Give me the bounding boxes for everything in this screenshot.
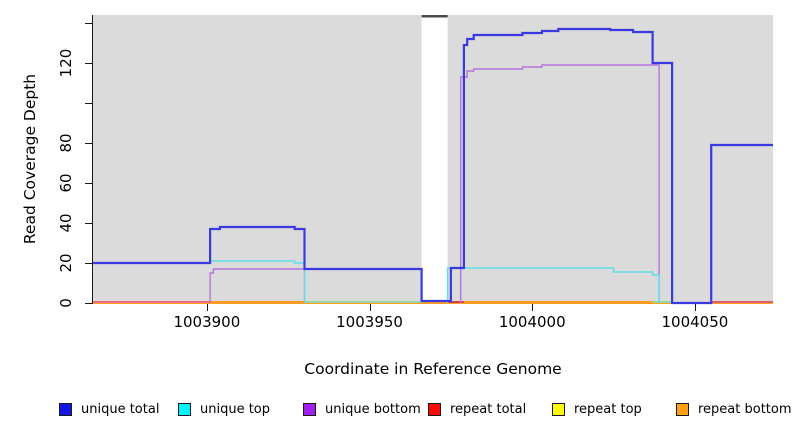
legend-item-unique-bottom: unique bottom [303,399,421,419]
legend-label: repeat bottom [698,401,792,417]
x-tick-label-1003900: 1003900 [173,313,241,331]
x-tick-1004000 [532,304,534,311]
legend-swatch-icon [676,402,689,416]
legend-swatch-icon [303,402,316,416]
x-tick-1004050 [694,304,696,311]
legend-item-repeat-bottom: repeat bottom [676,399,792,419]
x-tick-label-1004000: 1004000 [498,313,566,331]
coverage-chart [93,14,773,305]
y-tick-20 [85,263,92,264]
y-tick-60 [85,183,92,184]
y-tick-100 [85,103,92,104]
legend-swatch-icon [59,402,72,416]
legend-item-unique-total: unique total [59,399,159,419]
y-tick-40 [85,223,92,224]
legend-item-repeat-top: repeat top [552,399,642,419]
series-unique-bottom [460,64,660,303]
series-unique-top [93,260,306,303]
y-axis-line [92,15,93,304]
y-tick-0 [85,303,92,304]
legend-label: repeat top [574,401,642,417]
legend-label: unique total [81,401,160,417]
y-tick-140 [85,23,92,24]
series-unique-bottom [209,268,306,303]
y-tick-120 [85,63,92,64]
legend-swatch-icon [552,402,565,416]
x-tick-label-1003950: 1003950 [336,313,403,331]
legend-item-repeat-total: repeat total [428,399,526,419]
series-unique-top [446,267,660,303]
legend-swatch-icon [178,402,191,416]
x-tick-1003950 [369,304,371,311]
x-tick-label-1004050: 1004050 [661,313,729,331]
legend-swatch-icon [428,402,441,416]
plot-area [93,14,773,305]
masked-region [421,15,448,301]
y-tick-80 [85,143,92,144]
series-unique-total [93,27,773,305]
legend: unique total unique top unique bottom repea… [0,399,792,421]
legend-label: unique top [200,401,271,417]
x-tick-1003900 [206,304,208,311]
legend-item-unique-top: unique top [178,399,270,419]
legend-label: repeat total [450,401,527,417]
legend-label: unique bottom [325,401,421,417]
